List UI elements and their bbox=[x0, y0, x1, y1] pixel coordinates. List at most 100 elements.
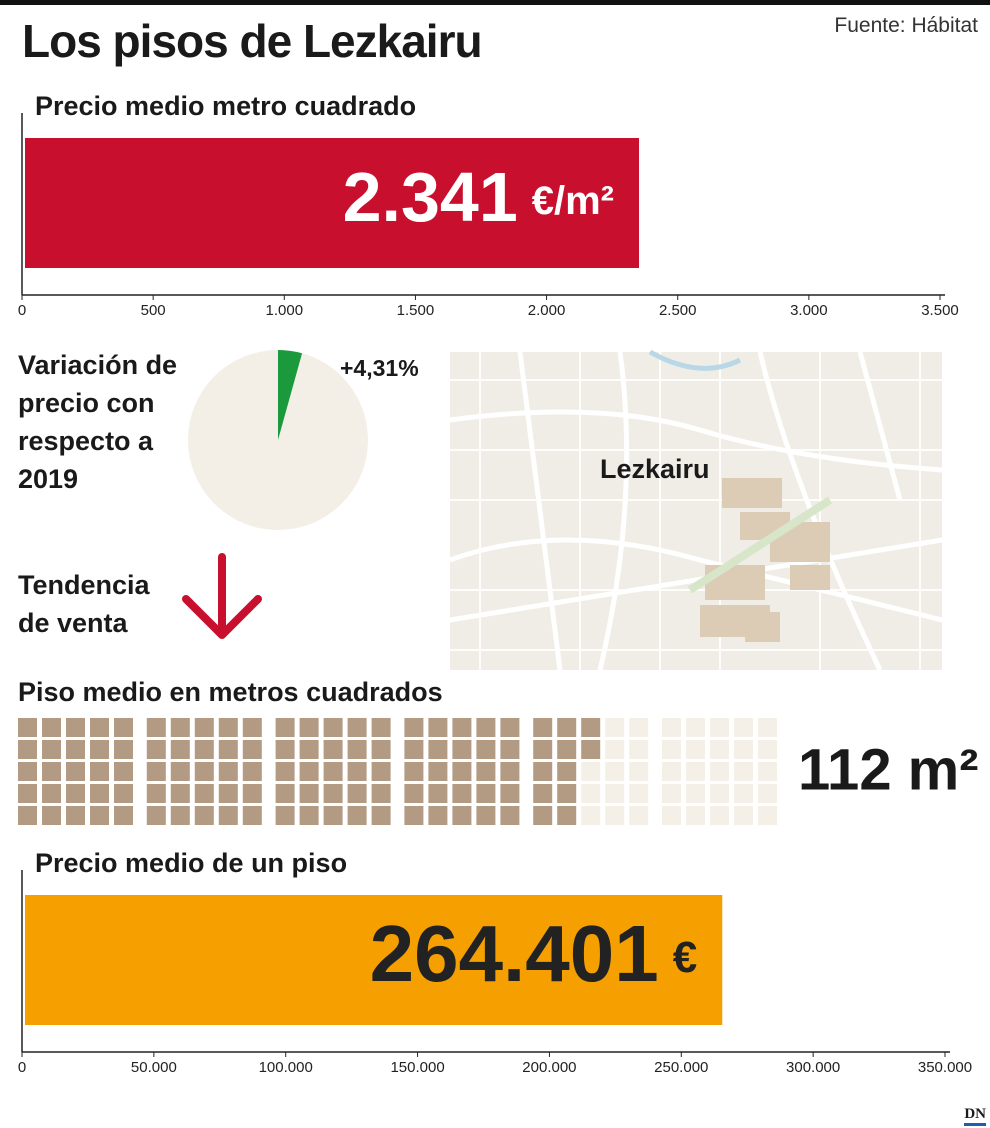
waffle-cell bbox=[299, 762, 319, 781]
waffle-empty-cell bbox=[710, 762, 729, 781]
waffle-cell bbox=[114, 784, 133, 803]
waffle-empty-cell bbox=[734, 806, 753, 825]
waffle-empty-cell bbox=[605, 806, 625, 825]
logo: DN bbox=[964, 1106, 986, 1126]
waffle-cell bbox=[242, 762, 262, 781]
pie-slice bbox=[278, 350, 303, 440]
waffle-cell bbox=[275, 784, 295, 803]
waffle-cell bbox=[500, 718, 520, 737]
waffle-empty-cell bbox=[605, 762, 625, 781]
waffle-cell bbox=[533, 784, 553, 803]
waffle-cell bbox=[404, 806, 424, 825]
waffle-cell bbox=[500, 806, 520, 825]
waffle-cell bbox=[66, 806, 85, 825]
waffle-cell bbox=[275, 806, 295, 825]
waffle-cell bbox=[42, 784, 61, 803]
waffle-cell bbox=[275, 740, 295, 759]
waffle-cell bbox=[500, 784, 520, 803]
title: Los pisos de Lezkairu bbox=[22, 15, 483, 67]
waffle-cell bbox=[18, 762, 37, 781]
waffle-cell bbox=[347, 806, 367, 825]
waffle-cell bbox=[42, 806, 61, 825]
waffle-cell bbox=[114, 740, 133, 759]
waffle-cell bbox=[146, 718, 166, 737]
waffle-cell bbox=[476, 784, 496, 803]
waffle-cell bbox=[581, 718, 601, 737]
waffle-cell bbox=[242, 718, 262, 737]
waffle-cell bbox=[428, 718, 448, 737]
bar-title: Precio medio de un piso bbox=[35, 848, 347, 878]
waffle-cell bbox=[371, 762, 391, 781]
waffle-cell bbox=[275, 718, 295, 737]
waffle-empty-cell bbox=[605, 718, 625, 737]
x-tick-label: 1.000 bbox=[266, 302, 304, 319]
waffle-cell bbox=[557, 762, 577, 781]
trend-arrow bbox=[182, 553, 262, 639]
waffle-cell bbox=[323, 762, 343, 781]
waffle-cell bbox=[90, 806, 109, 825]
x-tick-label: 2.000 bbox=[528, 302, 566, 319]
waffle-empty-cell bbox=[710, 806, 729, 825]
x-tick-label: 500 bbox=[141, 302, 166, 319]
waffle-cell bbox=[404, 784, 424, 803]
waffle-empty-cell bbox=[734, 718, 753, 737]
waffle-empty-cell bbox=[629, 784, 649, 803]
waffle-cell bbox=[218, 762, 238, 781]
waffle-cell bbox=[533, 740, 553, 759]
waffle-cell bbox=[114, 806, 133, 825]
waffle-cell bbox=[194, 762, 214, 781]
waffle-cell bbox=[18, 806, 37, 825]
waffle-empty-cell bbox=[686, 740, 705, 759]
map-label: Lezkairu bbox=[600, 454, 710, 484]
waffle-cell bbox=[371, 740, 391, 759]
waffle-cell bbox=[347, 762, 367, 781]
waffle-cell bbox=[557, 740, 577, 759]
waffle-empty-cell bbox=[758, 806, 777, 825]
waffle-cell bbox=[557, 806, 577, 825]
waffle-cell bbox=[404, 718, 424, 737]
waffle-empty-cell bbox=[686, 806, 705, 825]
waffle-cell bbox=[581, 740, 601, 759]
x-tick-label: 150.000 bbox=[390, 1059, 444, 1076]
waffle-empty-cell bbox=[662, 740, 681, 759]
pie-value-label: +4,31% bbox=[340, 355, 419, 381]
waffle-cell bbox=[452, 718, 472, 737]
value-number: 2.341 bbox=[343, 158, 518, 236]
waffle-cell bbox=[533, 806, 553, 825]
waffle-cell bbox=[476, 740, 496, 759]
waffle-cell bbox=[90, 740, 109, 759]
waffle-cell bbox=[323, 718, 343, 737]
waffle-cell bbox=[218, 806, 238, 825]
waffle-cell bbox=[170, 806, 190, 825]
waffle-cell bbox=[452, 784, 472, 803]
waffle-empty-cell bbox=[581, 806, 601, 825]
waffle-cell bbox=[66, 762, 85, 781]
waffle-cell bbox=[146, 762, 166, 781]
waffle-cell bbox=[476, 718, 496, 737]
x-tick-label: 3.000 bbox=[790, 302, 828, 319]
waffle-cell bbox=[347, 718, 367, 737]
waffle-cell bbox=[299, 784, 319, 803]
waffle-cell bbox=[533, 762, 553, 781]
waffle-empty-cell bbox=[734, 784, 753, 803]
waffle-cell bbox=[114, 762, 133, 781]
x-tick-label: 1.500 bbox=[397, 302, 435, 319]
x-tick-label: 250.000 bbox=[654, 1059, 708, 1076]
waffle-cell bbox=[42, 740, 61, 759]
waffle-cell bbox=[170, 740, 190, 759]
waffle-cell bbox=[323, 784, 343, 803]
x-tick-label: 3.500 bbox=[921, 302, 959, 319]
x-tick-label: 0 bbox=[18, 1059, 26, 1076]
waffle-empty-cell bbox=[734, 740, 753, 759]
bar bbox=[25, 138, 640, 268]
waffle-cell bbox=[323, 740, 343, 759]
x-tick-label: 300.000 bbox=[786, 1059, 840, 1076]
waffle-empty-cell bbox=[605, 784, 625, 803]
waffle-cell bbox=[428, 784, 448, 803]
waffle-cell bbox=[218, 784, 238, 803]
waffle-cell bbox=[347, 784, 367, 803]
waffle-cell bbox=[242, 784, 262, 803]
waffle-cell bbox=[194, 806, 214, 825]
waffle-cell bbox=[476, 806, 496, 825]
